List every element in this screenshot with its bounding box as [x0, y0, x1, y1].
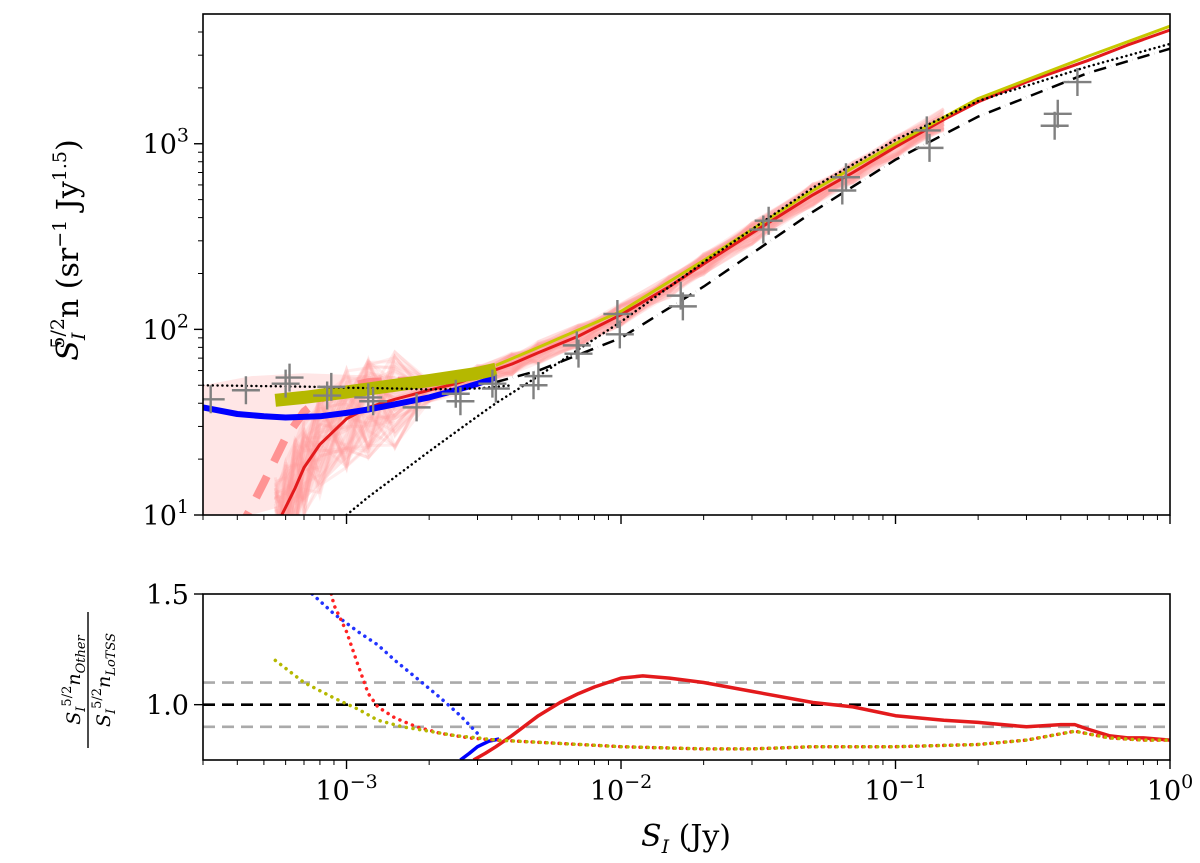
bottom-y-axis-label: SI5/2nOther SI5/2nLoTSS — [60, 612, 119, 748]
top-series-solid-4 — [274, 362, 498, 407]
data-point — [564, 339, 593, 368]
data-point — [754, 206, 783, 235]
data-point — [354, 383, 383, 412]
band-curve — [273, 118, 945, 515]
data-points-group — [203, 68, 1092, 422]
data-point — [359, 387, 388, 416]
x-tick-label: 10−2 — [590, 771, 652, 807]
data-point — [478, 369, 507, 398]
y-tick-label: 1.5 — [146, 580, 189, 611]
data-point — [441, 379, 470, 408]
data-point — [1043, 99, 1072, 128]
top-series-solid-5 — [495, 24, 1170, 367]
top-panel: 101 102 103 SI5/2n (sr−1 Jy1.5) — [47, 13, 1171, 532]
data-point — [317, 372, 346, 401]
ratio-series-dotted-4 — [329, 594, 1170, 751]
data-point — [275, 363, 304, 392]
top-series-solid-1 — [280, 28, 1170, 515]
y-tick-label: 101 — [143, 496, 189, 532]
data-point — [603, 300, 632, 329]
y-tick-label: 1.0 — [146, 691, 189, 722]
data-point — [831, 163, 860, 192]
data-point — [481, 374, 510, 403]
data-point — [828, 176, 857, 205]
ratio-series-dotted-5 — [273, 658, 1170, 751]
data-point — [524, 362, 553, 391]
band-curve — [280, 126, 945, 515]
data-point — [231, 376, 260, 405]
posterior-sample-band — [203, 107, 945, 515]
data-point — [915, 133, 944, 162]
band-curve — [287, 122, 945, 515]
data-point — [668, 292, 697, 321]
band-curve — [289, 129, 945, 515]
svg-text:SI5/2nOther: SI5/2nOther — [60, 634, 89, 724]
x-tick-label: 10−1 — [864, 771, 926, 807]
data-point — [666, 281, 695, 310]
bottom-axes-frame — [202, 593, 1171, 761]
top-ticks-group: 101 102 103 — [143, 31, 1171, 532]
data-point — [402, 393, 431, 422]
bottom-panel: 10−3 10−2 10−1 100 1.0 1.5 SI5/2nOther SI5/2n… — [60, 580, 1193, 858]
top-series-dotted-7 — [345, 42, 1170, 515]
top-axes-frame — [202, 13, 1171, 516]
x-axis-label: SI (Jy) — [641, 819, 731, 858]
top-y-axis-label: SI5/2n (sr−1 Jy1.5) — [47, 139, 90, 360]
x-tick-label: 100 — [1147, 771, 1193, 807]
data-point — [203, 385, 225, 414]
data-point — [1040, 111, 1069, 140]
bottom-ticks-group: 10−3 10−2 10−1 100 1.0 1.5 — [146, 580, 1193, 807]
data-point — [912, 116, 941, 145]
ratio-series-solid-2 — [472, 674, 1170, 760]
data-point — [271, 369, 300, 398]
x-tick-label: 10−3 — [315, 771, 377, 807]
band-curve — [279, 128, 945, 515]
ratio-series-group — [273, 594, 1170, 760]
y-tick-label: 103 — [143, 125, 189, 161]
top-series-dashdot-8 — [495, 47, 1170, 384]
reference-lines-group — [203, 681, 1170, 729]
data-point — [1063, 68, 1092, 97]
data-point — [605, 320, 634, 349]
top-series-dotted-6 — [203, 384, 514, 391]
y-tick-label: 102 — [143, 310, 189, 346]
data-point — [446, 387, 475, 416]
ratio-series-dotted-3 — [310, 594, 480, 736]
svg-text:SI5/2nLoTSS: SI5/2nLoTSS — [90, 633, 119, 727]
